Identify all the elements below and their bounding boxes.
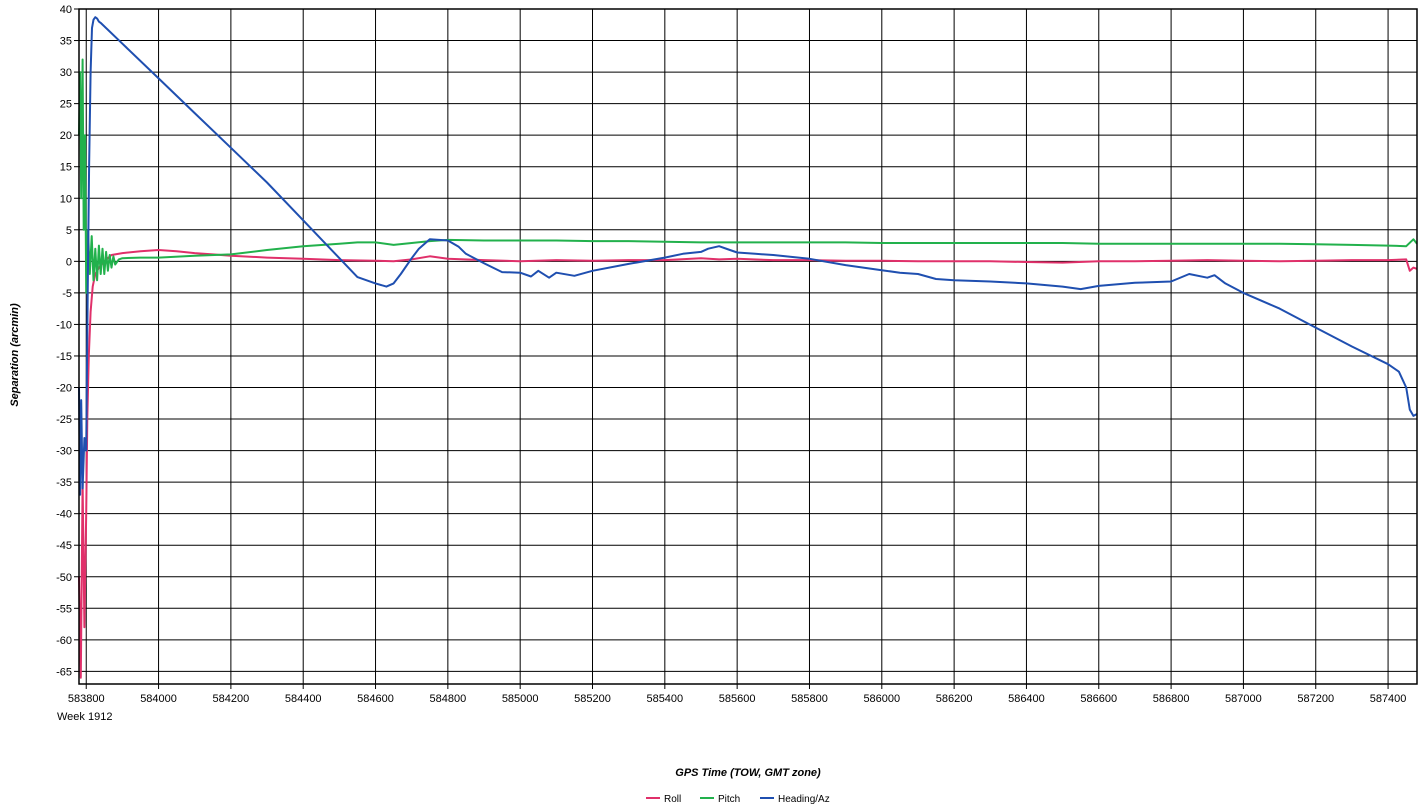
y-tick-label: -30: [56, 446, 72, 458]
y-tick-label: 40: [60, 4, 72, 16]
y-axis-title: Separation (arcmin): [9, 303, 21, 407]
x-tick-label: 585400: [646, 693, 683, 705]
y-tick-label: -35: [56, 477, 72, 489]
x-tick-label: 585600: [719, 693, 756, 705]
y-tick-label: -55: [56, 603, 72, 615]
y-tick-label: -20: [56, 383, 72, 395]
series-line-heading-az: [78, 16, 1418, 496]
x-tick-label: 585000: [502, 693, 539, 705]
y-tick-label: 20: [60, 130, 72, 142]
y-tick-label: 10: [60, 193, 72, 205]
legend: Roll Pitch Heading/Az: [646, 794, 830, 805]
y-tick-label: 25: [60, 99, 72, 111]
y-tick-label: -15: [56, 351, 72, 363]
plot-frame: [78, 8, 1418, 685]
legend-label-roll: Roll: [664, 794, 681, 805]
x-axis-title: GPS Time (TOW, GMT zone): [675, 767, 821, 779]
y-tick-label: -50: [56, 572, 72, 584]
x-tick-label: 584200: [213, 693, 250, 705]
series-line-pitch: [78, 58, 1418, 294]
x-axis-ticks: 583800 584000 584200 584400 584600 584800 5850…: [68, 684, 1407, 705]
legend-label-pitch: Pitch: [718, 794, 740, 805]
x-tick-label: 584600: [357, 693, 394, 705]
y-tick-label: 0: [66, 256, 72, 268]
y-tick-label: -60: [56, 635, 72, 647]
x-tick-label: 586000: [863, 693, 900, 705]
y-tick-label: 30: [60, 67, 72, 79]
x-tick-label: 586200: [936, 693, 973, 705]
x-tick-label: 584000: [140, 693, 177, 705]
y-tick-label: -10: [56, 319, 72, 331]
grid-lines: [79, 8, 1417, 684]
x-tick-label: 586400: [1008, 693, 1045, 705]
x-tick-label: 583800: [68, 693, 105, 705]
y-tick-label: 35: [60, 36, 72, 48]
x-axis-week-label: Week 1912: [57, 711, 112, 723]
y-tick-label: -5: [62, 288, 72, 300]
x-tick-label: 587400: [1370, 693, 1407, 705]
y-axis-ticks: 40 35 30 25 20 15 10 5 0 -5 -10 -15 -20 -25 -30 -35 -40 -…: [56, 4, 79, 678]
y-tick-label: 15: [60, 162, 72, 174]
x-tick-label: 586600: [1080, 693, 1117, 705]
y-tick-label: -25: [56, 414, 72, 426]
x-tick-label: 584400: [285, 693, 322, 705]
x-tick-label: 587200: [1297, 693, 1334, 705]
x-tick-label: 585800: [791, 693, 828, 705]
y-tick-label: -40: [56, 509, 72, 521]
x-tick-label: 586800: [1153, 693, 1190, 705]
x-tick-label: 585200: [574, 693, 611, 705]
legend-label-heading-az: Heading/Az: [778, 794, 830, 805]
y-tick-label: -45: [56, 540, 72, 552]
y-tick-label: -65: [56, 666, 72, 678]
y-tick-label: 5: [66, 225, 72, 237]
x-tick-label: 584800: [429, 693, 466, 705]
x-tick-label: 587000: [1225, 693, 1262, 705]
data-series: [78, 16, 1418, 679]
